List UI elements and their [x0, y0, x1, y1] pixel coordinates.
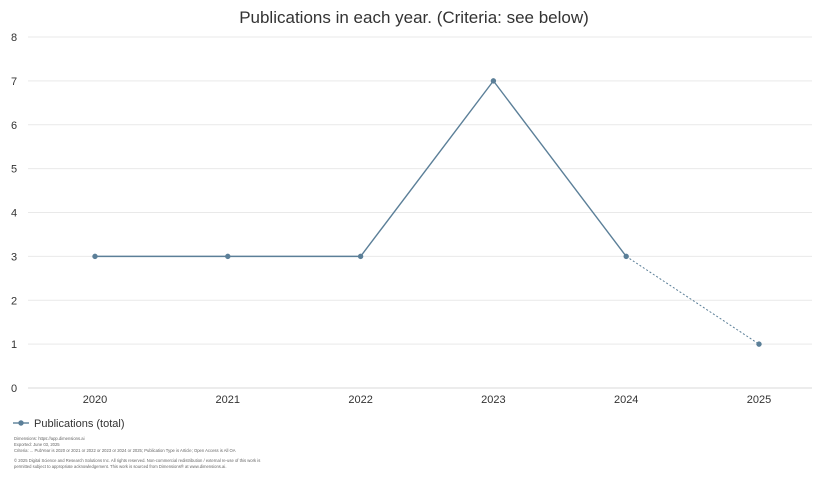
x-tick-label: 2024	[614, 394, 638, 406]
y-tick-label: 0	[11, 383, 17, 395]
x-tick-label: 2023	[481, 394, 505, 406]
footer-notes: Dimensions: https://app.dimensions.aiExp…	[14, 436, 260, 469]
y-tick-label: 6	[11, 120, 17, 132]
footer-line: © 2025 Digital Science and Research Solu…	[14, 458, 260, 463]
series-line-segment	[492, 80, 627, 257]
footer-line: Exported: June 03, 2025	[14, 442, 60, 447]
x-tick-label: 2020	[83, 394, 107, 406]
series-line-segment	[360, 80, 494, 257]
footer-line: Criteria: ... PubYear is 2020 or 2021 or…	[14, 448, 236, 453]
footer-line: Dimensions: https://app.dimensions.ai	[14, 436, 85, 441]
series-layer	[92, 78, 762, 347]
y-tick-label: 7	[11, 76, 17, 88]
x-tick-label: 2025	[747, 394, 771, 406]
data-point[interactable]	[623, 253, 629, 260]
x-tick-label: 2021	[216, 394, 240, 406]
data-point[interactable]	[225, 253, 231, 260]
data-point[interactable]	[490, 78, 497, 84]
legend-point-marker	[18, 420, 24, 426]
legend[interactable]: Publications (total)	[13, 418, 125, 430]
axes: 0 1 2 3 4 5 6 7 8 2020 2021 2022 2023 2024 2025	[11, 32, 771, 406]
x-tick-label: 2022	[348, 394, 372, 406]
data-point[interactable]	[357, 253, 364, 260]
legend-label: Publications (total)	[34, 418, 125, 430]
gridlines	[28, 36, 812, 389]
y-tick-label: 8	[11, 32, 17, 44]
y-tick-label: 2	[11, 295, 17, 307]
y-tick-label: 4	[11, 208, 17, 220]
y-tick-label: 3	[11, 251, 17, 263]
data-point[interactable]	[92, 253, 98, 260]
footer-line: permitted subject to appropriate acknowl…	[14, 464, 226, 469]
data-point[interactable]	[756, 341, 762, 347]
chart-title: Publications in each year. (Criteria: se…	[239, 8, 589, 27]
series-line-segment-projected	[625, 255, 760, 345]
y-tick-label: 1	[11, 339, 17, 351]
y-tick-label: 5	[11, 164, 17, 176]
